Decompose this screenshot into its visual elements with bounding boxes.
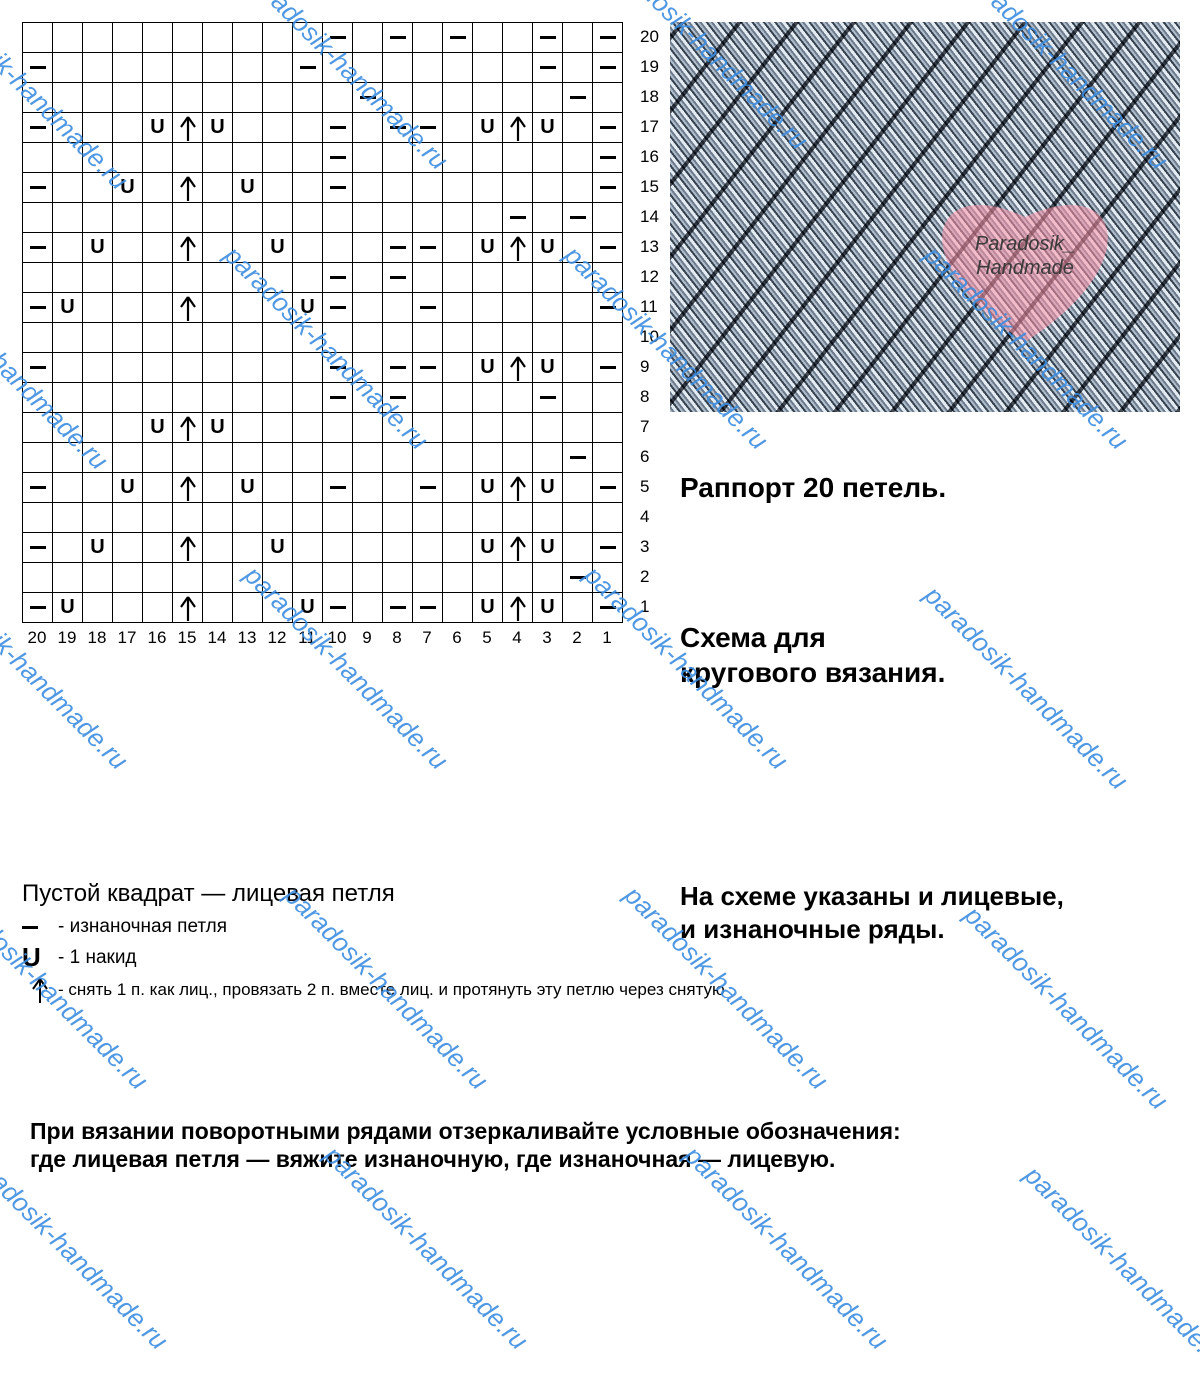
circular-text: Схема длякругового вязания. — [680, 620, 945, 690]
heart-watermark: Paradosik_Handmade — [920, 162, 1130, 352]
rows-note: На схеме указаны и лицевые,и изнаночные … — [680, 880, 1064, 945]
knitting-chart: UUUUUUUUUUUUUUUUUUUUUUUUUUUU 20191817161… — [22, 22, 623, 623]
legend-header: Пустой квадрат — лицевая петля — [22, 880, 725, 908]
col-labels: 1234567891011121314151617181920 — [22, 628, 622, 648]
knit-sample-photo: Paradosik_Handmade — [670, 22, 1180, 412]
heart-text: Paradosik_Handmade — [920, 232, 1130, 280]
legend: Пустой квадрат — лицевая петля - изнаноч… — [22, 880, 725, 1007]
legend-purl: - изнаночная петля — [22, 916, 725, 938]
chart-grid: UUUUUUUUUUUUUUUUUUUUUUUUUUUU — [22, 22, 623, 623]
bottom-note: При вязании поворотными рядами отзеркали… — [30, 1117, 901, 1175]
rapport-text: Раппорт 20 петель. — [680, 470, 946, 505]
legend-yo: U - 1 накид — [22, 942, 725, 973]
legend-arrow: - снять 1 п. как лиц., провязать 2 п. вм… — [22, 977, 725, 1003]
row-labels: 2019181716151413121110987654321 — [630, 22, 659, 622]
